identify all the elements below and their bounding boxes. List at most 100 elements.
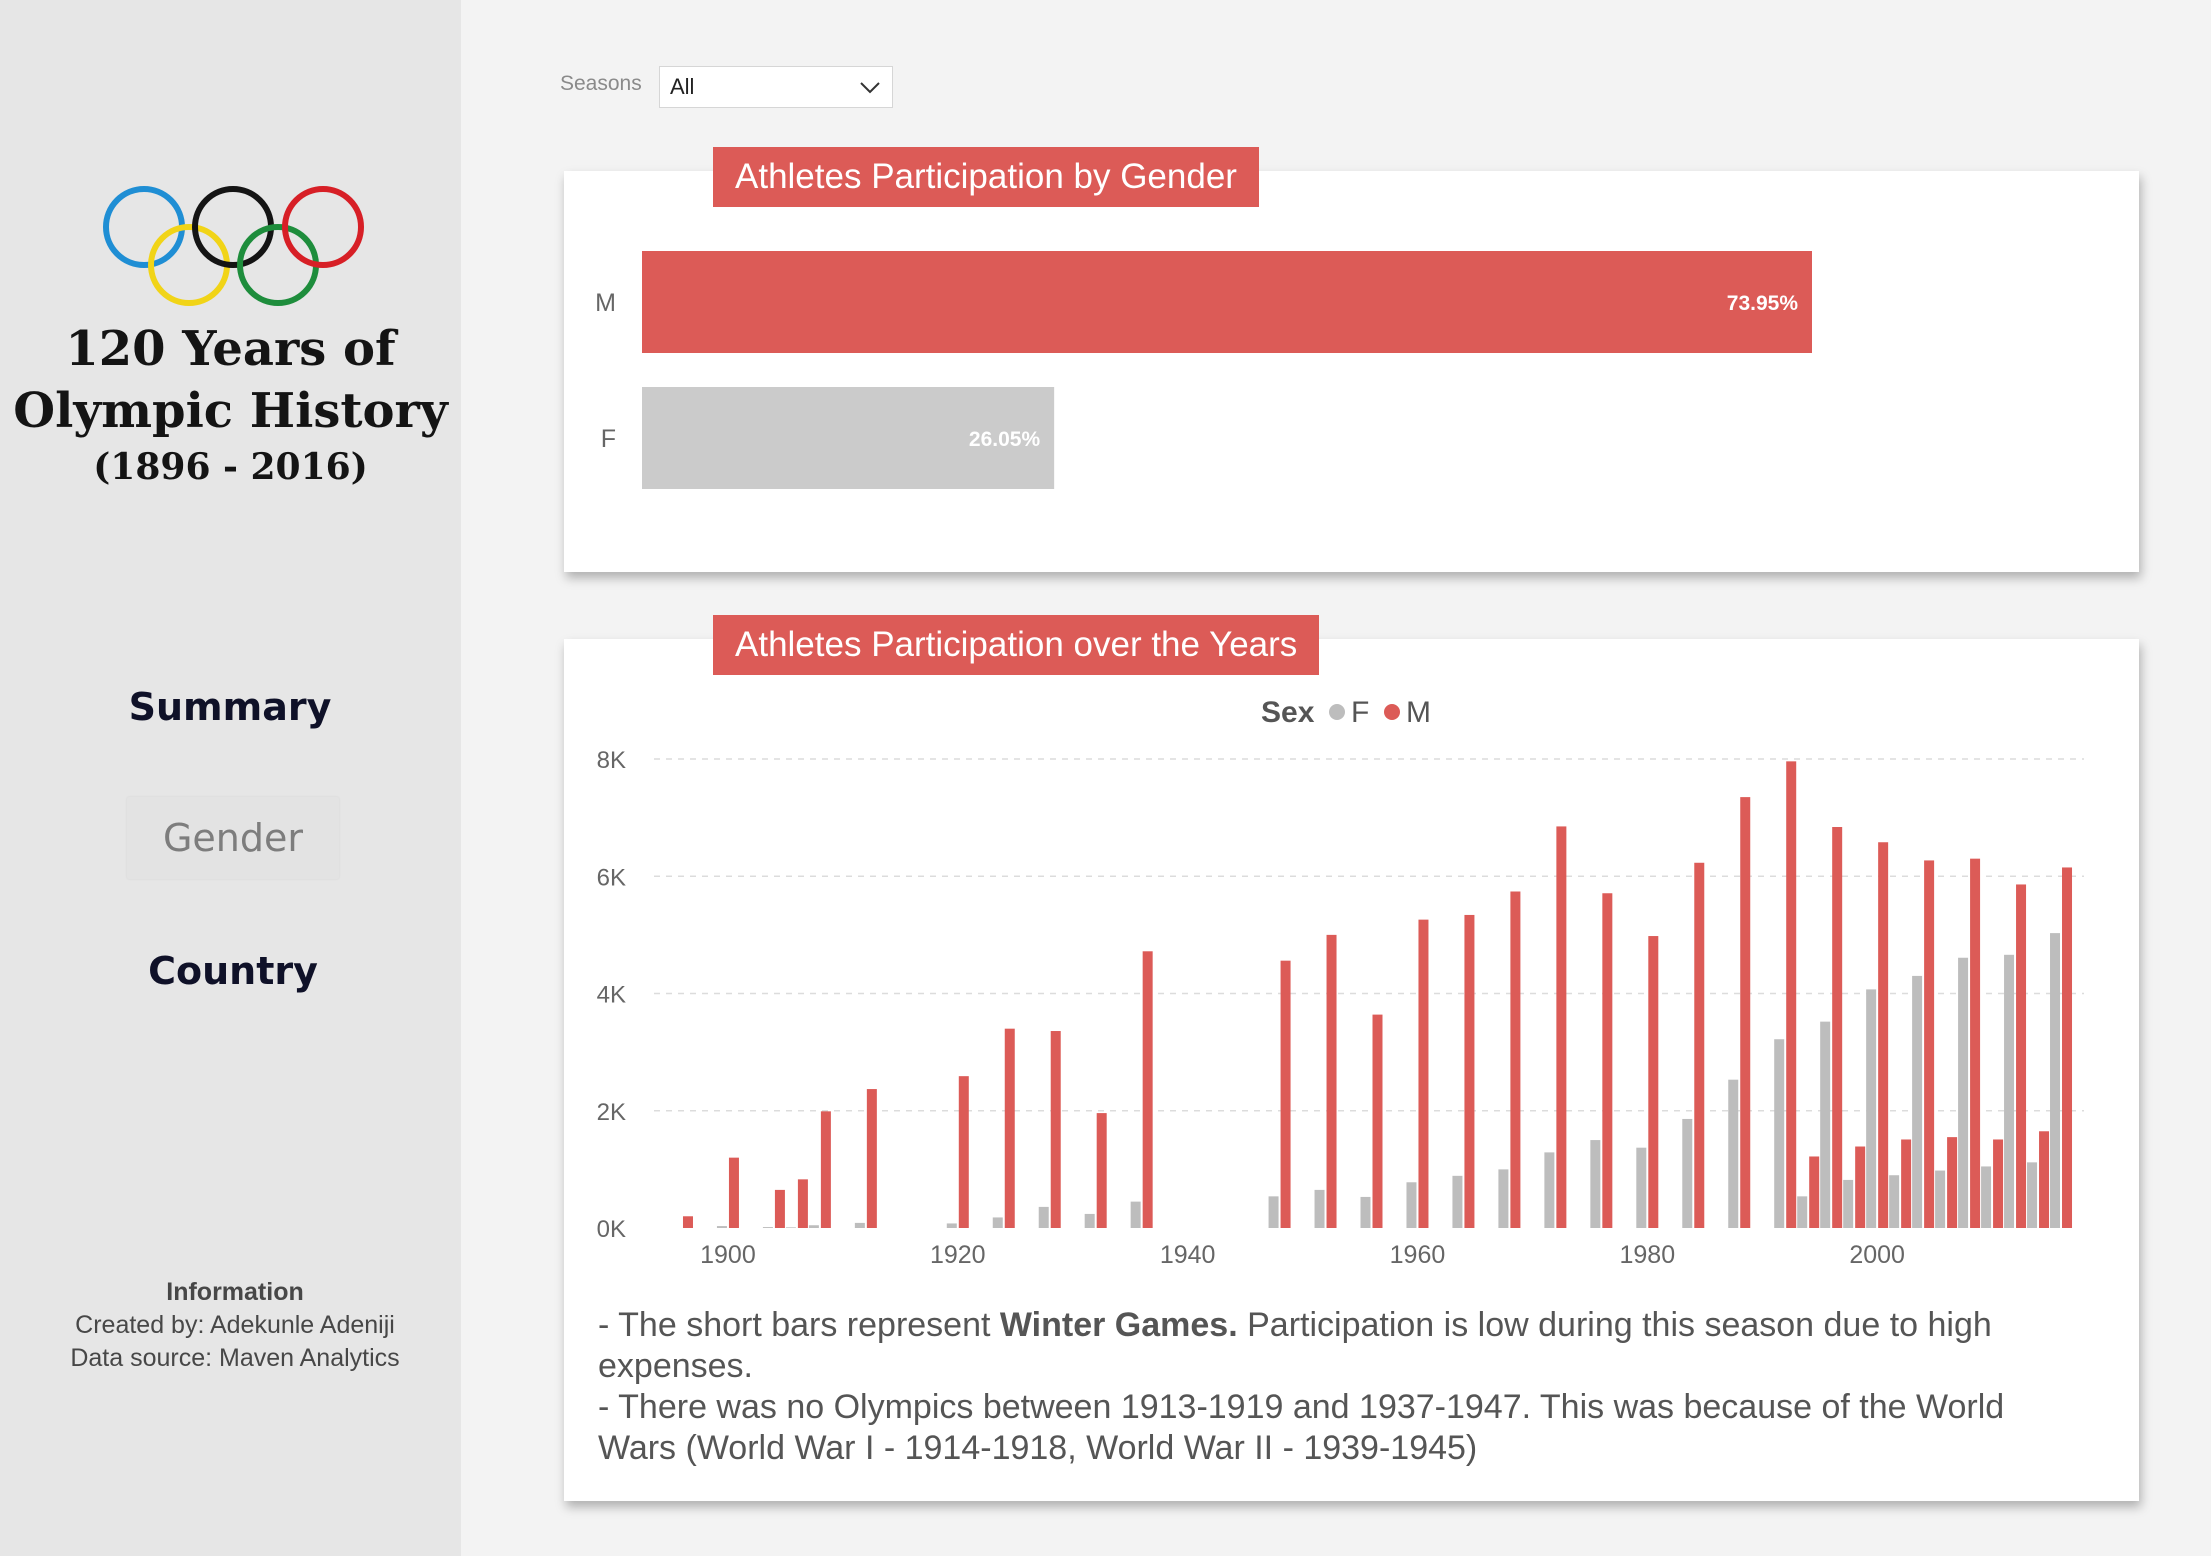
yellow-ring [148, 224, 230, 306]
x-tick-label: 1960 [1390, 1241, 1446, 1269]
bar-F-1964 [1452, 1175, 1463, 1228]
bar-F-1976 [1590, 1140, 1601, 1228]
green-ring [237, 224, 319, 306]
dashboard-title: 120 Years of Olympic History (1896 - 201… [0, 318, 461, 492]
bar-F-2014 [2027, 1162, 2038, 1228]
bar-M-2002 [1901, 1139, 1912, 1228]
y-tick-label: 4K [597, 982, 626, 1009]
bar-M-2010 [1993, 1139, 2004, 1228]
x-tick-label: 1940 [1160, 1241, 1216, 1269]
info-created-by: Created by: Adekunle Adeniji [75, 1311, 395, 1339]
x-tick-label: 1900 [700, 1241, 756, 1269]
x-tick-label: 1920 [930, 1241, 986, 1269]
nav-summary-button[interactable]: Summary [124, 666, 336, 748]
gender-bar-F [642, 387, 1055, 489]
nav-gender-button[interactable]: Gender [127, 797, 339, 879]
gender-bar-M [642, 251, 1812, 353]
bar-M-1996 [1832, 827, 1843, 1228]
chevron-down-icon [860, 82, 880, 94]
bar-M-1900 [728, 1157, 739, 1228]
bar-M-1948 [1280, 960, 1291, 1228]
y-tick-label: 8K [597, 747, 626, 774]
bar-F-1904 [762, 1227, 773, 1228]
note-world-wars: - There was no Olympics between 1913-191… [598, 1388, 2005, 1467]
legend-label-F: F [1351, 696, 1369, 729]
bar-M-2006 [1947, 1137, 1958, 1228]
bar-M-2008 [1970, 858, 1981, 1228]
bar-F-1912 [854, 1222, 865, 1228]
bar-F-1968 [1498, 1169, 1509, 1228]
bar-F-2012 [2004, 954, 2015, 1228]
title-years: (1896 - 2016) [93, 446, 368, 488]
bar-M-1984 [1694, 862, 1705, 1228]
bar-M-1896 [682, 1216, 693, 1228]
bar-F-1936 [1130, 1201, 1141, 1228]
y-tick-label: 6K [597, 864, 626, 891]
gender-bar-chart: M 73.95% F 26.05% [595, 251, 1812, 489]
bar-F-1972 [1544, 1152, 1555, 1228]
bar-M-1906 [797, 1179, 808, 1228]
bar-F-2000 [1866, 989, 1877, 1228]
x-tick-label: 2000 [1849, 1241, 1905, 1269]
gender-category-label: M [595, 289, 616, 317]
bar-M-1994 [1809, 1156, 1820, 1228]
bar-M-1928 [1050, 1031, 1061, 1228]
bar-F-2016 [2050, 933, 2061, 1228]
bar-M-1912 [866, 1089, 877, 1228]
bar-M-1998 [1855, 1146, 1866, 1228]
gender-chart-card: M 73.95% F 26.05% [564, 171, 2139, 572]
legend-label-M: M [1406, 696, 1431, 729]
gender-category-label: F [601, 425, 616, 453]
sidebar: 120 Years of Olympic History (1896 - 201… [0, 0, 461, 1556]
years-chart-title: Athletes Participation over the Years [713, 615, 1320, 675]
bar-F-1988 [1728, 1079, 1739, 1228]
info-heading: Information [166, 1278, 304, 1306]
bar-M-1936 [1142, 951, 1153, 1228]
bar-F-1996 [1820, 1021, 1831, 1228]
bar-M-1960 [1418, 919, 1429, 1228]
bar-F-1992 [1774, 1039, 1785, 1228]
bar-F-1928 [1038, 1206, 1049, 1228]
seasons-dropdown[interactable]: All [659, 66, 893, 108]
bar-F-1956 [1360, 1196, 1371, 1228]
gender-bar-value-label: 26.05% [969, 428, 1041, 451]
bar-F-1920 [946, 1223, 957, 1228]
y-tick-label: 0K [597, 1216, 626, 1243]
bar-F-2004 [1912, 975, 1923, 1228]
bar-F-1980 [1636, 1147, 1647, 1228]
info-data-source: Data source: Maven Analytics [70, 1344, 400, 1372]
chart-notes: - The short bars represent Winter Games.… [598, 1305, 2018, 1469]
years-chart-card: 0K 2K 4K 6K 8K 1900 1920 1940 1960 1980 2000 Sex F M [564, 639, 2139, 1501]
bar-F-1998 [1843, 1179, 1854, 1228]
bar-M-2014 [2039, 1131, 2050, 1228]
bar-F-2010 [1981, 1166, 1992, 1228]
bar-F-1908 [808, 1225, 819, 1228]
note-winter-games-bold: Winter Games. [999, 1306, 1238, 1344]
title-line-2: Olympic History [13, 383, 448, 439]
bar-M-1976 [1602, 893, 1613, 1228]
bar-F-2006 [1935, 1170, 1946, 1228]
bar-M-2016 [2062, 867, 2073, 1228]
years-bar-chart: 0K 2K 4K 6K 8K 1900 1920 1940 1960 1980 2000 Sex F M [597, 696, 2084, 1269]
olympic-rings-logo [103, 186, 364, 306]
legend-marker-M [1384, 704, 1400, 720]
legend-marker-F [1329, 704, 1345, 720]
nav-country-button[interactable]: Country [127, 930, 339, 1012]
bar-M-2004 [1924, 860, 1935, 1228]
gender-chart-title: Athletes Participation by Gender [713, 147, 1259, 207]
gender-bar-value-label: 73.95% [1727, 292, 1799, 315]
bar-F-1948 [1268, 1196, 1279, 1228]
bar-F-1994 [1797, 1196, 1808, 1228]
bar-F-1984 [1682, 1118, 1693, 1228]
bar-F-1906 [785, 1227, 796, 1228]
bar-M-1920 [958, 1076, 969, 1228]
red-ring [282, 186, 364, 268]
note-winter-games: - The short bars represent Winter Games.… [598, 1306, 1992, 1385]
bar-M-1956 [1372, 1014, 1383, 1228]
bar-F-1932 [1084, 1213, 1095, 1228]
bar-F-1924 [992, 1217, 1003, 1228]
bar-M-1952 [1326, 934, 1337, 1228]
bar-M-1904 [774, 1189, 785, 1228]
bar-M-1968 [1510, 891, 1521, 1228]
bar-M-1908 [820, 1111, 831, 1228]
